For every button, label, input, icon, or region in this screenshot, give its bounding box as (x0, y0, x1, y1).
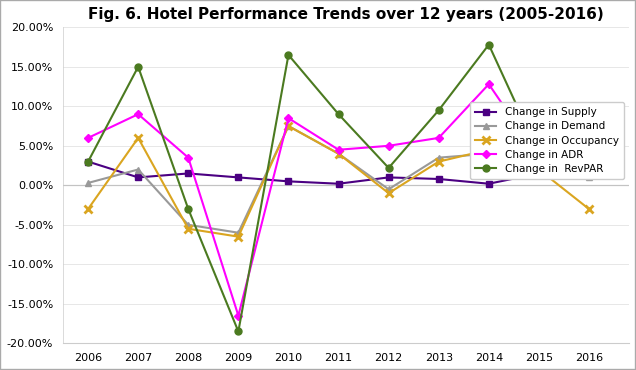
Change in Supply (235, 175, 242, 179)
Legend: Change in Supply, Change in Demand, Change in Occupancy, Change in ADR, Change i: Change in Supply, Change in Demand, Chan… (470, 102, 624, 179)
Change in  RevPAR (485, 43, 493, 47)
Change in Occupancy (535, 167, 543, 172)
Change in Supply (335, 182, 342, 186)
Change in Occupancy (85, 207, 92, 211)
Change in Supply (85, 159, 92, 164)
Change in ADR (134, 112, 142, 117)
Change in ADR (535, 155, 543, 160)
Change in Supply (184, 171, 192, 176)
Change in Demand (285, 124, 293, 128)
Change in  RevPAR (134, 64, 142, 69)
Change in Supply (535, 171, 543, 176)
Line: Change in Supply: Change in Supply (85, 151, 591, 186)
Change in Supply (134, 175, 142, 179)
Change in ADR (235, 313, 242, 318)
Line: Change in Demand: Change in Demand (85, 122, 593, 236)
Change in Demand (134, 167, 142, 172)
Line: Change in Occupancy: Change in Occupancy (84, 122, 593, 241)
Change in Demand (535, 163, 543, 168)
Change in Occupancy (235, 235, 242, 239)
Change in ADR (435, 136, 443, 140)
Change in ADR (335, 148, 342, 152)
Change in  RevPAR (335, 112, 342, 117)
Change in Demand (435, 155, 443, 160)
Change in  RevPAR (435, 108, 443, 112)
Change in Occupancy (285, 124, 293, 128)
Change in  RevPAR (184, 207, 192, 211)
Change in Supply (585, 151, 593, 156)
Change in Demand (585, 175, 593, 179)
Change in  RevPAR (535, 151, 543, 156)
Change in Occupancy (184, 226, 192, 231)
Line: Change in  RevPAR: Change in RevPAR (85, 41, 593, 335)
Change in Supply (485, 182, 493, 186)
Change in Demand (485, 151, 493, 156)
Change in Supply (385, 175, 392, 179)
Change in  RevPAR (285, 53, 293, 57)
Change in Supply (435, 177, 443, 181)
Change in  RevPAR (585, 167, 593, 172)
Change in Occupancy (385, 191, 392, 195)
Change in ADR (85, 136, 92, 140)
Change in ADR (184, 155, 192, 160)
Change in  RevPAR (385, 166, 392, 170)
Change in Occupancy (335, 151, 342, 156)
Change in Occupancy (585, 207, 593, 211)
Change in ADR (285, 116, 293, 120)
Line: Change in ADR: Change in ADR (85, 81, 591, 319)
Title: Fig. 6. Hotel Performance Trends over 12 years (2005-2016): Fig. 6. Hotel Performance Trends over 12… (88, 7, 604, 22)
Change in Demand (385, 187, 392, 192)
Change in Demand (85, 181, 92, 185)
Change in Demand (235, 231, 242, 235)
Change in Demand (335, 151, 342, 156)
Change in ADR (485, 82, 493, 86)
Change in ADR (585, 144, 593, 148)
Change in Demand (184, 223, 192, 227)
Change in ADR (385, 144, 392, 148)
Change in Occupancy (485, 148, 493, 152)
Change in  RevPAR (235, 329, 242, 334)
Change in Occupancy (134, 136, 142, 140)
Change in  RevPAR (85, 159, 92, 164)
Change in Supply (285, 179, 293, 184)
Change in Occupancy (435, 159, 443, 164)
